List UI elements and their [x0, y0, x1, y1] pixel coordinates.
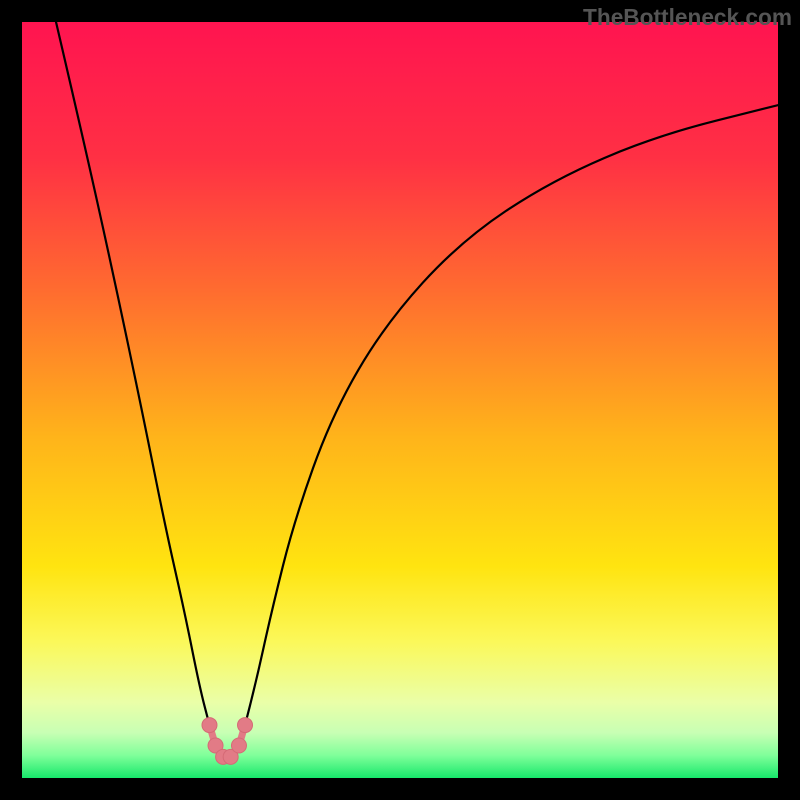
marker-dot: [238, 718, 253, 733]
watermark-label: TheBottleneck.com: [583, 4, 792, 31]
marker-dot: [231, 738, 246, 753]
plot-area: [22, 22, 778, 778]
plot-svg: [22, 22, 778, 778]
marker-dot: [202, 718, 217, 733]
chart-frame: TheBottleneck.com: [0, 0, 800, 800]
